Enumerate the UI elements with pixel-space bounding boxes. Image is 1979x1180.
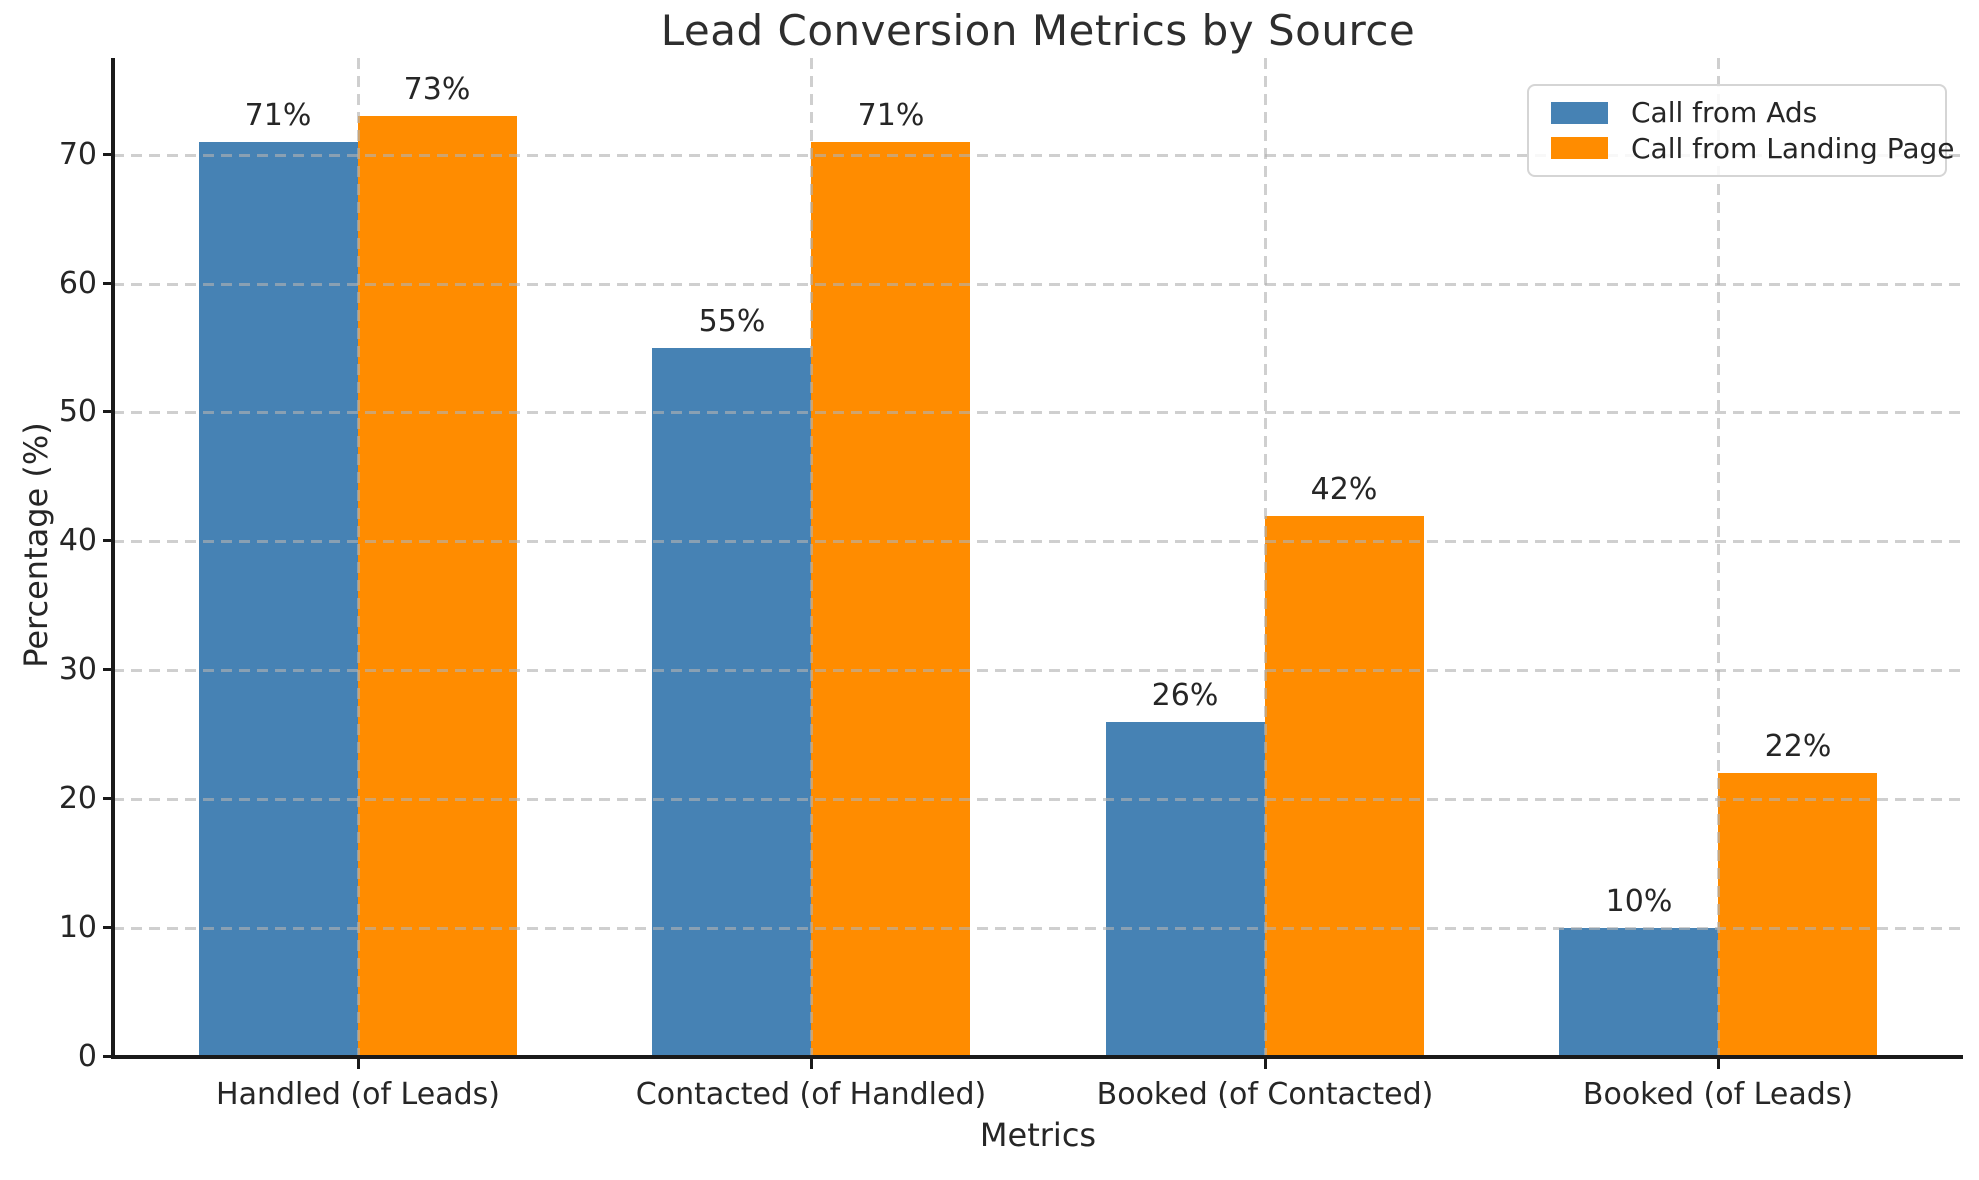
legend-label: Call from Ads (1631, 96, 1818, 130)
bar-value-label: 26% (1151, 678, 1219, 713)
bar-value-label: 42% (1310, 472, 1378, 507)
y-tick-label: 10 (58, 910, 97, 945)
y-axis-spine (111, 58, 115, 1059)
legend-label: Call from Landing Page (1631, 131, 1955, 165)
x-tick-mark (1717, 1059, 1720, 1069)
y-tick-mark (103, 926, 113, 929)
x-tick-label: Contacted (of Handled) (635, 1077, 987, 1112)
y-tick-mark (103, 282, 113, 285)
bar-value-label: 71% (857, 98, 925, 133)
legend-item: Call from Ads (1541, 95, 1933, 131)
bar-value-label: 55% (698, 304, 766, 339)
y-tick-label: 30 (58, 652, 97, 687)
bar-value-label: 71% (244, 98, 312, 133)
x-tick-mark (357, 1059, 360, 1069)
x-tick-label: Handled (of Leads) (216, 1077, 500, 1112)
bar-call-from-landing-page (811, 142, 970, 1057)
bar-call-from-landing-page (358, 116, 517, 1057)
x-axis-spine (111, 1055, 1963, 1059)
y-tick-mark (103, 797, 113, 800)
bar-call-from-landing-page (1265, 516, 1424, 1057)
bar-call-from-ads (199, 142, 358, 1057)
y-tick-label: 70 (58, 137, 97, 172)
bar-call-from-ads (652, 348, 811, 1057)
y-tick-mark (103, 1055, 113, 1058)
bar-value-label: 22% (1764, 729, 1832, 764)
x-tick-label: Booked (of Contacted) (1096, 1077, 1434, 1112)
bar-value-label: 73% (403, 72, 471, 107)
x-tick-mark (1264, 1059, 1267, 1069)
y-tick-label: 40 (58, 523, 97, 558)
legend-swatch-call-from-ads (1551, 101, 1608, 124)
x-tick-label: Booked (of Leads) (1582, 1077, 1854, 1112)
legend-swatch-call-from-landing-page (1551, 137, 1608, 160)
y-tick-label: 60 (58, 266, 97, 301)
x-tick-mark (810, 1059, 813, 1069)
y-tick-mark (103, 410, 113, 413)
bar-call-from-landing-page (1718, 773, 1877, 1057)
chart-title: Lead Conversion Metrics by Source (660, 6, 1416, 55)
legend-item: Call from Landing Page (1541, 131, 1955, 167)
plot-area: 71% 55% 26% 10% 73% 71% 42% 22% (111, 58, 1963, 1059)
legend: Call from Ads Call from Landing Page (1527, 84, 1955, 177)
bar-call-from-ads (1559, 928, 1718, 1057)
y-tick-label: 20 (58, 781, 97, 816)
y-tick-label: 50 (58, 394, 97, 429)
y-tick-mark (103, 668, 113, 671)
x-axis-label: Metrics (979, 1116, 1097, 1154)
bar-value-label: 10% (1605, 884, 1673, 919)
y-tick-mark (103, 539, 113, 542)
y-tick-label: 0 (77, 1039, 97, 1074)
bar-call-from-ads (1106, 722, 1265, 1057)
y-tick-mark (103, 153, 113, 156)
